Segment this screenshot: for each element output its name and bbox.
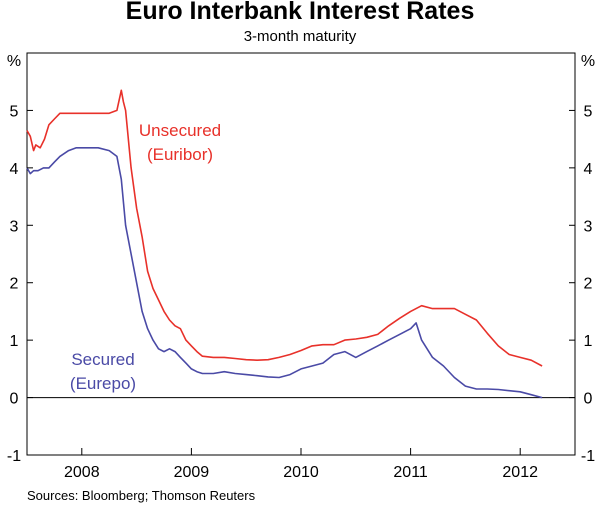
y-tick-label-right: 2	[584, 276, 593, 293]
y-tick-label-left: -1	[7, 448, 21, 465]
y-axis-unit-left: %	[7, 53, 21, 70]
series-line-secured	[26, 147, 543, 399]
y-tick-label-left: 1	[10, 333, 19, 350]
x-tick-label: 2012	[502, 464, 538, 481]
x-tick-label: 2010	[283, 464, 319, 481]
series-label-unsecured: Unsecured	[139, 121, 221, 140]
y-axis-unit-right: %	[581, 53, 595, 70]
y-tick-label-left: 3	[10, 218, 19, 235]
series-label-secured: Secured	[71, 350, 134, 369]
y-tick-label-right: -1	[581, 448, 595, 465]
y-tick-label-right: 0	[584, 391, 593, 408]
x-tick-label: 2011	[393, 464, 428, 481]
series-line-unsecured	[26, 89, 543, 367]
x-tick-label: 2009	[174, 464, 210, 481]
chart-subtitle: 3-month maturity	[243, 28, 357, 45]
y-tick-label-left: 4	[10, 161, 19, 178]
y-tick-label-left: 0	[10, 391, 19, 408]
y-tick-label-right: 1	[584, 333, 593, 350]
y-tick-label-left: 2	[10, 276, 19, 293]
x-tick-label: 2008	[64, 464, 100, 481]
y-tick-label-right: 4	[584, 161, 593, 178]
chart-title: Euro Interbank Interest Rates	[125, 0, 475, 25]
y-tick-label-right: 3	[584, 218, 593, 235]
chart-source: Sources: Bloomberg; Thomson Reuters	[27, 488, 256, 503]
y-tick-label-left: 5	[10, 103, 19, 120]
y-tick-label-right: 5	[584, 103, 593, 120]
series-sublabel-euribor: (Euribor)	[147, 145, 213, 164]
series-sublabel-eurepo: (Eurepo)	[70, 374, 136, 393]
